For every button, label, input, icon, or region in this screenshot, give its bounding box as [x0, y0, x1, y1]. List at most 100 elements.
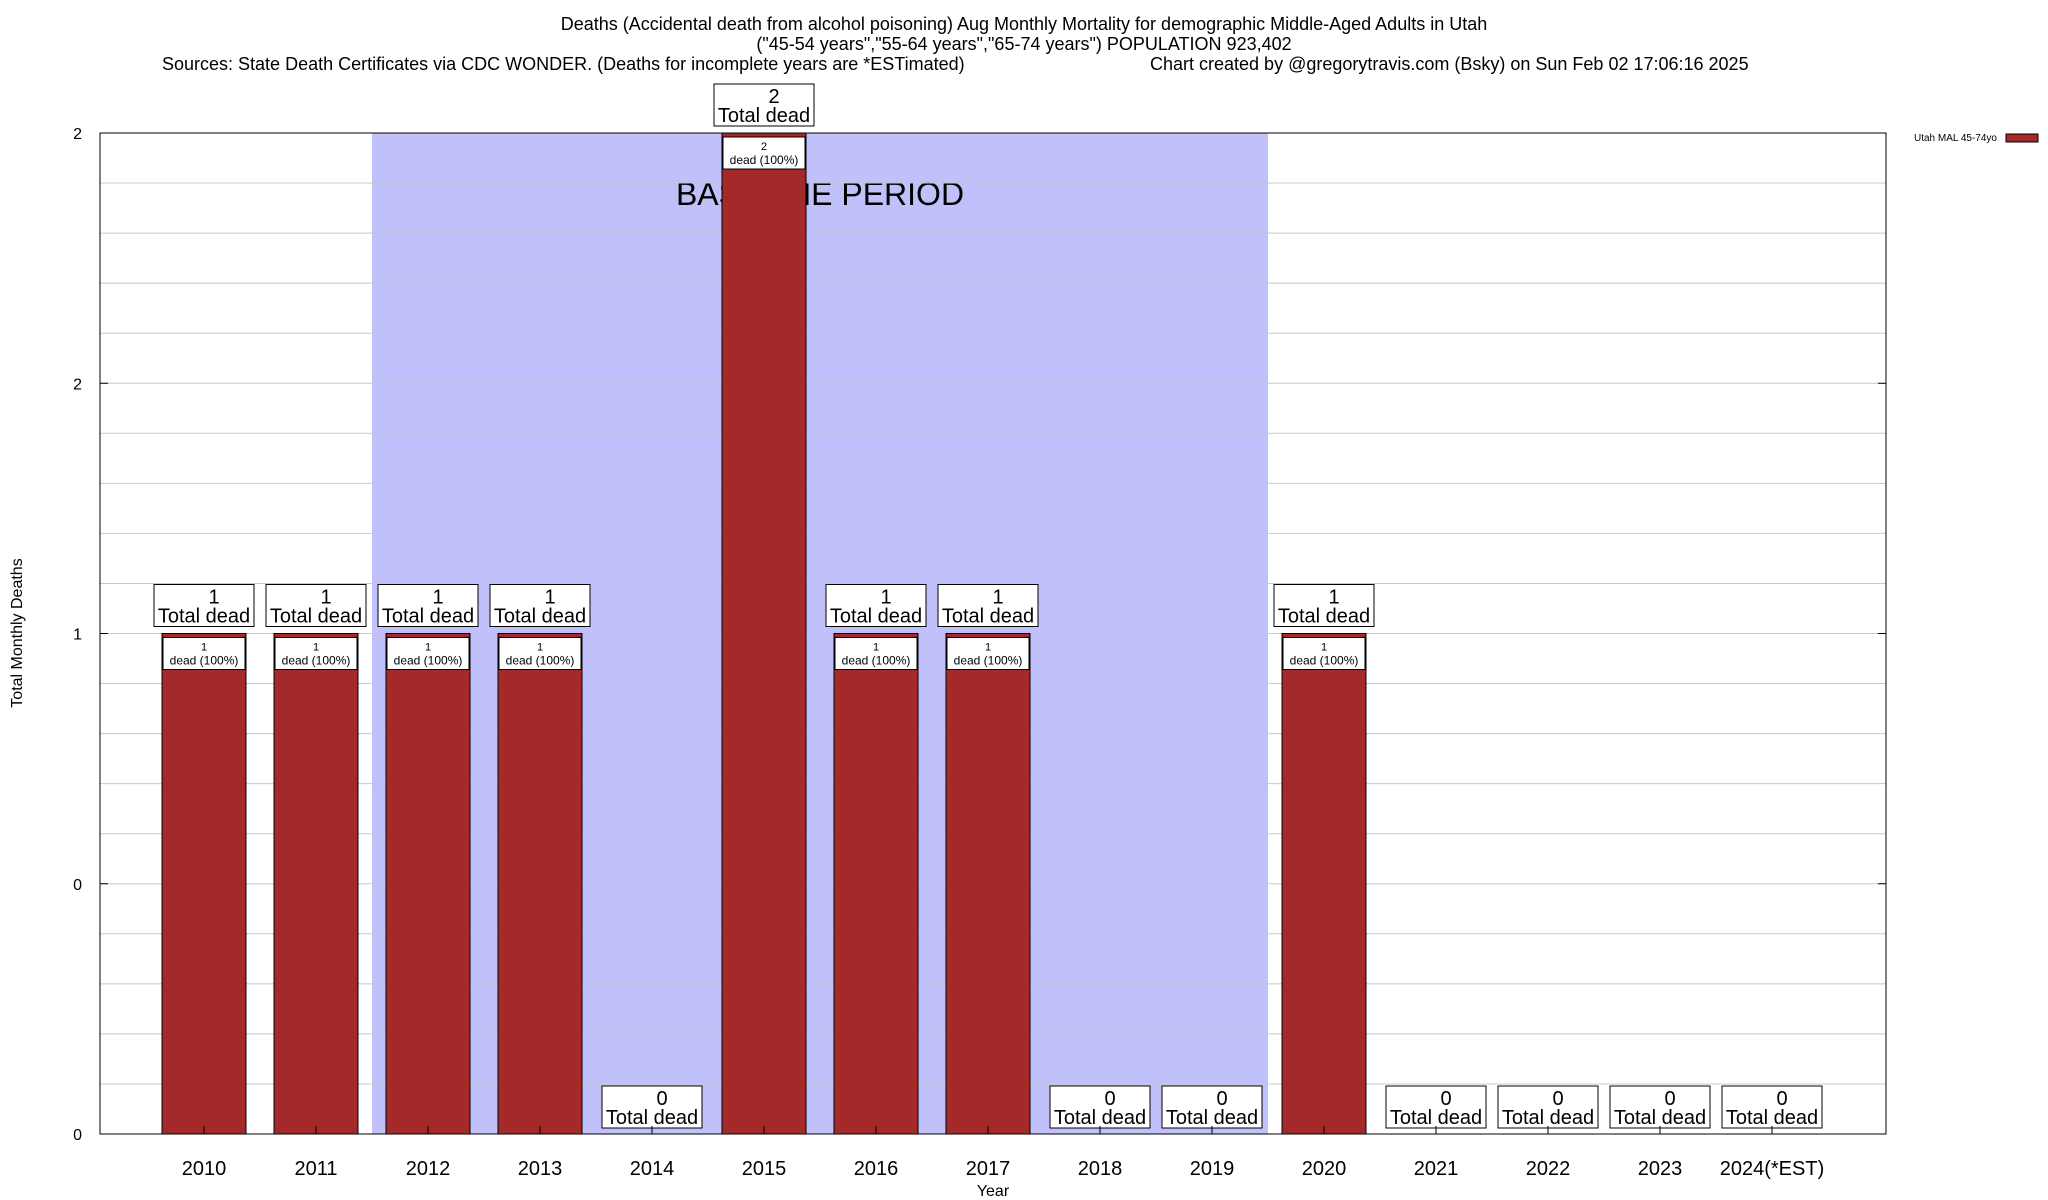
total-label-value: 1	[544, 587, 555, 609]
y-tick-label: 0	[73, 1127, 82, 1144]
total-label-value: 0	[1776, 1088, 1787, 1110]
bar-label-box	[722, 136, 806, 170]
legend-swatch	[2005, 133, 2039, 143]
total-label-text: Total dead	[1726, 1107, 1818, 1129]
total-label-box	[377, 584, 479, 627]
total-label-box	[713, 83, 815, 127]
bar-label-percent: dead (100%)	[842, 654, 911, 668]
x-tick-label: 2015	[742, 1158, 787, 1180]
y-tick-label: 2	[73, 126, 82, 143]
x-tick-label: 2011	[294, 1158, 337, 1180]
total-label-value: 0	[1216, 1088, 1227, 1110]
total-label-box	[489, 584, 591, 627]
chart-credit: Chart created by @gregorytravis.com (Bsk…	[1150, 54, 1749, 74]
x-tick-label: 2022	[1526, 1158, 1571, 1180]
x-tick-label: 2023	[1638, 1158, 1683, 1180]
x-tick-label: 2012	[406, 1158, 451, 1180]
bar-2017	[945, 633, 1031, 1135]
legend-layer: Utah MAL 45-74yo	[1914, 133, 2039, 144]
total-label-text: Total dead	[1614, 1107, 1706, 1129]
total-label-text: Total dead	[606, 1107, 698, 1129]
bar-label-percent: dead (100%)	[1290, 654, 1359, 668]
bar-label-percent: dead (100%)	[282, 654, 351, 668]
total-label-box	[1049, 1085, 1151, 1129]
x-tick-label: 2019	[1190, 1158, 1235, 1180]
total-label-text: Total dead	[494, 606, 586, 628]
total-label-value: 1	[1328, 587, 1339, 609]
bar-label-box	[274, 637, 358, 670]
bar-label-box	[946, 637, 1030, 670]
total-label-text: Total dead	[1054, 1107, 1146, 1129]
bar-label-count: 1	[873, 642, 879, 654]
y-tick-label: 2	[73, 376, 82, 393]
total-label-value: 0	[1552, 1088, 1563, 1110]
bar-2012	[385, 633, 471, 1135]
total-label-value: 1	[432, 587, 443, 609]
y-tick-label: 0	[73, 877, 82, 894]
total-label-box	[937, 584, 1039, 627]
bar-2010	[161, 633, 247, 1135]
y-axis-label: Total Monthly Deaths	[9, 558, 26, 707]
total-label-text: Total dead	[830, 606, 922, 628]
bar-label-count: 2	[761, 141, 767, 153]
x-tick-label: 2017	[966, 1158, 1011, 1180]
total-label-text: Total dead	[1390, 1107, 1482, 1129]
total-label-box	[1609, 1085, 1711, 1129]
total-label-box	[1497, 1085, 1599, 1129]
bar-label-percent: dead (100%)	[954, 654, 1023, 668]
total-label-value: 0	[656, 1088, 667, 1110]
bar-label-count: 1	[425, 642, 431, 654]
total-label-value: 0	[1440, 1088, 1451, 1110]
bar-layer	[161, 132, 1776, 1135]
bar-label-box	[1282, 637, 1366, 670]
x-tick-label: 2020	[1302, 1158, 1347, 1180]
total-label-value: 0	[1104, 1088, 1115, 1110]
total-label-value: 1	[208, 587, 219, 609]
total-label-value: 1	[880, 587, 891, 609]
bar-label-percent: dead (100%)	[394, 654, 463, 668]
baseline-period-label: BASELINE PERIOD	[676, 176, 964, 212]
total-label-text: Total dead	[270, 606, 362, 628]
bar-label-count: 1	[537, 642, 543, 654]
x-tick-label: 2013	[518, 1158, 563, 1180]
y-tick-label: 1	[73, 627, 82, 644]
total-label-box	[265, 584, 367, 627]
bar-label-box	[498, 637, 582, 670]
legend-label: Utah MAL 45-74yo	[1914, 133, 1997, 144]
bar-label-percent: dead (100%)	[506, 654, 575, 668]
total-label-text: Total dead	[382, 606, 474, 628]
bar-label-count: 1	[1321, 642, 1327, 654]
total-label-text: Total dead	[718, 105, 810, 127]
total-label-box	[1273, 584, 1375, 627]
total-label-value: 1	[320, 587, 331, 609]
chart-title-line-2: ("45-54 years","55-64 years","65-74 year…	[756, 34, 1292, 54]
total-label-text: Total dead	[1166, 1107, 1258, 1129]
total-label-box	[153, 584, 255, 627]
x-tick-label: 2016	[854, 1158, 899, 1180]
x-tick-label: 2010	[182, 1158, 227, 1180]
total-label-text: Total dead	[1502, 1107, 1594, 1129]
bar-label-box	[162, 637, 246, 670]
x-axis-label: Year	[977, 1183, 1010, 1200]
total-label-text: Total dead	[942, 606, 1034, 628]
bar-label-box	[834, 637, 918, 670]
axis-layer: 2010 2011 2012 2013 2014 2015 2016 2017 2018 2019…	[9, 126, 1887, 1200]
bar-label-percent: dead (100%)	[730, 153, 799, 167]
bar-2011	[273, 633, 359, 1135]
x-tick-label: 2018	[1078, 1158, 1123, 1180]
total-label-text: Total dead	[158, 606, 250, 628]
total-label-box	[1721, 1085, 1823, 1129]
x-tick-label: 2014	[630, 1158, 675, 1180]
bar-2020	[1281, 633, 1367, 1135]
bar-label-box	[386, 637, 470, 670]
total-label-value: 1	[992, 587, 1003, 609]
bar-2016	[833, 633, 919, 1135]
bar-2013	[497, 633, 583, 1135]
bar-label-count: 1	[201, 642, 207, 654]
total-label-box	[825, 584, 927, 627]
total-label-text: Total dead	[1278, 606, 1370, 628]
total-label-box	[601, 1085, 703, 1129]
total-label-value: 2	[768, 86, 779, 108]
